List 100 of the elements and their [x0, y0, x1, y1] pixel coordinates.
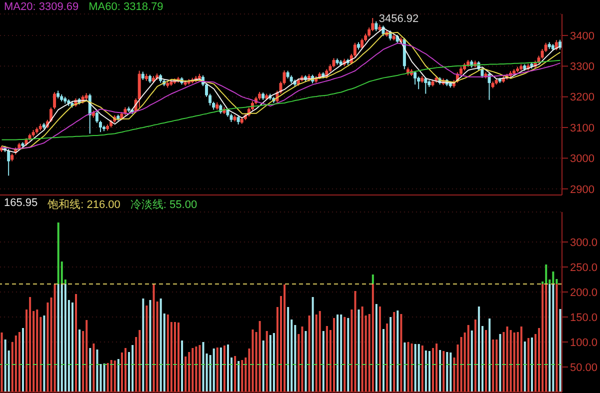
- bar: [559, 309, 562, 392]
- y-tick-label: 3000: [570, 153, 594, 166]
- bar: [223, 346, 226, 392]
- bar: [428, 351, 430, 392]
- bar: [178, 322, 180, 392]
- bar: [393, 312, 396, 392]
- bar: [86, 320, 88, 392]
- bar: [301, 326, 304, 392]
- bar: [347, 318, 350, 392]
- bar: [46, 302, 49, 392]
- y-tick-label: 3300: [570, 61, 594, 74]
- bar: [71, 302, 74, 392]
- bar: [266, 331, 268, 392]
- bar: [488, 318, 491, 392]
- bar: [124, 348, 126, 392]
- bar: [308, 316, 310, 392]
- bar: [212, 348, 215, 392]
- y-tick-label: 2900: [570, 184, 594, 196]
- bar: [527, 338, 530, 392]
- bar: [234, 356, 236, 392]
- ref-line-label: 冷淡线: 55.00: [130, 198, 198, 212]
- bar: [160, 298, 162, 392]
- bar: [14, 336, 17, 392]
- y-tick-label: 3100: [570, 122, 594, 134]
- bar: [312, 297, 314, 392]
- y-tick-label: 200.0: [570, 286, 598, 299]
- bar: [436, 344, 438, 392]
- bar: [418, 344, 420, 392]
- bar: [114, 360, 116, 392]
- bar: [166, 314, 169, 392]
- bar: [340, 314, 342, 392]
- bar: [424, 350, 427, 392]
- bar: [513, 332, 516, 392]
- bar: [470, 330, 473, 392]
- candlestick: [414, 70, 417, 86]
- bar: [382, 329, 385, 392]
- bar: [361, 306, 364, 392]
- bar: [60, 284, 63, 392]
- bar: [375, 304, 378, 392]
- y-tick-label: 150.0: [570, 312, 598, 324]
- bar: [510, 330, 512, 392]
- bar: [241, 360, 244, 392]
- bar: [315, 314, 318, 392]
- candlestick: [374, 20, 378, 32]
- bar: [22, 328, 24, 392]
- bar: [506, 326, 508, 392]
- bar: [258, 321, 261, 392]
- bar: [386, 324, 388, 392]
- candlestick: [7, 148, 10, 176]
- y-tick-label: 300.0: [570, 236, 598, 249]
- bar: [96, 350, 98, 392]
- bar: [202, 342, 204, 392]
- bar: [344, 317, 346, 392]
- bar: [132, 345, 134, 392]
- bar: [407, 342, 410, 392]
- bar: [372, 284, 374, 392]
- bar: [262, 340, 264, 392]
- bar: [110, 360, 112, 392]
- bar: [36, 310, 38, 392]
- bar: [226, 344, 229, 392]
- bar: [400, 314, 402, 392]
- bar: [192, 348, 194, 392]
- candlestick: [282, 70, 286, 86]
- bar: [106, 363, 109, 392]
- bar: [326, 326, 328, 392]
- bar: [354, 291, 356, 392]
- bar: [492, 340, 494, 392]
- text: MA60: 3318.79: [88, 1, 164, 13]
- y-tick-label: 250.0: [570, 262, 598, 274]
- bar: [520, 326, 522, 392]
- candlestick: [332, 58, 336, 68]
- bar: [304, 331, 307, 392]
- bar: [188, 352, 190, 392]
- bar: [78, 330, 81, 392]
- bar: [378, 306, 381, 392]
- bar: [216, 348, 218, 392]
- bar: [149, 300, 152, 392]
- bar: [206, 354, 208, 392]
- bar: [545, 284, 548, 392]
- bar: [195, 346, 198, 392]
- bar: [57, 222, 60, 284]
- bar: [138, 330, 141, 392]
- bar: [103, 364, 106, 392]
- bar: [545, 264, 548, 284]
- bar: [174, 322, 176, 392]
- annotation: 3456.92: [378, 12, 419, 25]
- bar: [442, 351, 445, 392]
- bar: [439, 350, 442, 392]
- bar: [75, 294, 78, 392]
- candlestick: [424, 76, 428, 94]
- bar: [336, 314, 339, 392]
- bar: [89, 348, 92, 392]
- y-tick-label: 3200: [570, 92, 594, 104]
- bar: [421, 346, 424, 392]
- bar: [146, 306, 148, 392]
- bar: [64, 284, 66, 392]
- bar: [198, 345, 201, 392]
- bar: [358, 310, 360, 392]
- bar: [269, 335, 272, 392]
- bar: [552, 272, 554, 284]
